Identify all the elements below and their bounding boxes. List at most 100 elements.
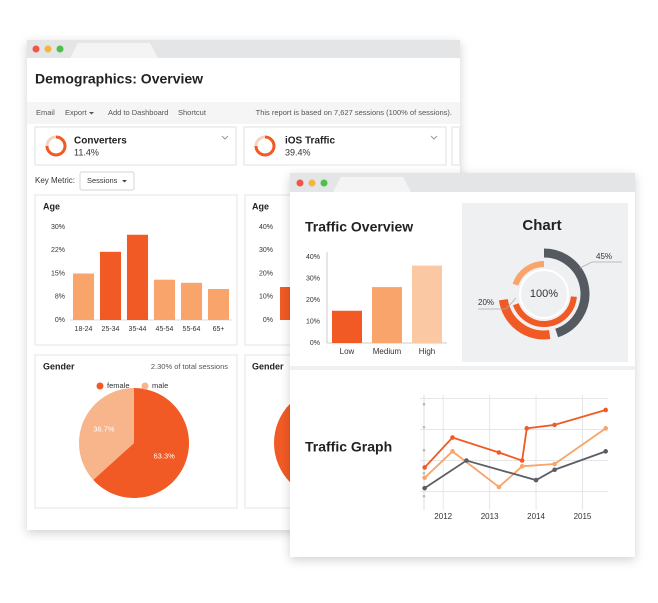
x-tick-label: 65+ <box>213 326 225 333</box>
toolbar <box>27 102 460 124</box>
pie-slice <box>79 388 134 480</box>
pie-slice <box>93 388 190 498</box>
x-tick-label: 35-44 <box>129 326 147 333</box>
series-point <box>496 484 502 490</box>
tab <box>70 43 158 58</box>
series-point <box>603 449 608 454</box>
series-point <box>524 426 530 431</box>
x-tick-label: 2012 <box>434 512 452 521</box>
legend-label: female <box>107 381 130 390</box>
donut-decor <box>498 298 551 340</box>
front-window: Traffic Overview Chart Traffic Graph 0% 1… <box>290 173 635 557</box>
card-label: iOS Traffic <box>285 136 335 147</box>
panel-title: Chart <box>522 217 561 234</box>
close-dot[interactable] <box>32 45 40 53</box>
y-tick-label: 22% <box>51 247 65 254</box>
x-tick-label: High <box>419 347 435 356</box>
axis-dot <box>422 402 426 406</box>
maximize-dot[interactable] <box>320 179 328 187</box>
x-tick-label: 18-24 <box>75 326 93 333</box>
bar <box>72 273 95 320</box>
slice-label: 63.3% <box>154 451 176 460</box>
series-point <box>464 458 469 463</box>
series-point <box>496 450 502 455</box>
card[interactable] <box>34 126 237 166</box>
dropdown-arrow <box>89 112 94 115</box>
y-tick-label: 40% <box>306 254 320 261</box>
bar <box>153 279 176 320</box>
segment-label: 45% <box>596 252 612 261</box>
x-tick-label: 45-54 <box>156 326 174 333</box>
bar <box>372 287 402 343</box>
axis-dot <box>422 471 426 475</box>
donut-center-label: 100% <box>530 288 558 300</box>
card-label: Converters <box>74 136 127 147</box>
axis-dot <box>422 425 426 429</box>
series-point <box>519 464 525 469</box>
x-tick-label: 2014 <box>527 512 545 521</box>
leader-line <box>579 261 622 269</box>
series-point <box>422 485 427 491</box>
x-tick-label: 2013 <box>481 512 499 521</box>
leader-line <box>478 297 517 310</box>
segment-label: 20% <box>478 298 494 307</box>
donut-decor <box>512 296 577 327</box>
key-metric-label: Key Metric: <box>35 176 75 185</box>
page-title: Demographics: Overview <box>35 71 203 87</box>
close-dot[interactable] <box>296 179 304 187</box>
dropdown[interactable] <box>79 171 135 191</box>
bar <box>412 265 442 343</box>
dropdown-arrow <box>122 180 127 183</box>
card-ring-arc <box>254 135 276 157</box>
y-tick-label: 30% <box>306 275 320 282</box>
series-point <box>422 465 427 470</box>
partial-bar <box>280 287 292 320</box>
report-note: This report is based on 7,627 sessions (… <box>256 108 452 117</box>
dropdown-value: Sessions <box>87 176 118 185</box>
x-tick-label: Medium <box>373 347 402 356</box>
bar <box>207 289 230 320</box>
y-tick-label: 20% <box>306 297 320 304</box>
panel-title: Age <box>43 201 60 211</box>
minimize-dot[interactable] <box>44 45 52 53</box>
card[interactable] <box>451 126 461 166</box>
axis-dot <box>422 494 426 498</box>
toolbar-button[interactable]: Email <box>36 108 55 117</box>
panel-title: Traffic Overview <box>305 219 413 235</box>
y-tick-label: 30% <box>259 247 273 254</box>
legend-label: male <box>152 381 168 390</box>
divider <box>290 366 635 370</box>
tab <box>333 177 411 192</box>
maximize-dot[interactable] <box>56 45 64 53</box>
y-tick-label: 8% <box>55 294 65 301</box>
series-point <box>603 407 608 413</box>
y-tick-label: 0% <box>55 317 65 324</box>
y-tick-label: 10% <box>259 294 273 301</box>
panel-title: Gender <box>43 361 75 371</box>
series-point <box>603 426 608 431</box>
x-tick-label: 55-64 <box>183 326 201 333</box>
toolbar-button[interactable]: Shortcut <box>178 108 207 117</box>
bar <box>99 251 122 320</box>
series-point <box>552 467 557 473</box>
x-tick-label: 2015 <box>574 512 592 521</box>
card[interactable] <box>243 126 447 166</box>
chevron <box>221 135 229 140</box>
bar <box>332 310 362 343</box>
legend-marker <box>141 382 149 390</box>
series-point <box>450 449 455 454</box>
x-tick-label: 25-34 <box>102 326 120 333</box>
y-tick-label: 0% <box>263 317 273 324</box>
card-value: 11.4% <box>74 147 99 157</box>
card-value: 39.4% <box>285 147 311 157</box>
y-tick-label: 15% <box>51 270 65 277</box>
donut-track <box>519 269 569 319</box>
axis-dot <box>422 448 426 452</box>
toolbar-button[interactable]: Add to Dashboard <box>108 108 168 117</box>
series-point <box>552 422 557 428</box>
toolbar-button[interactable]: Export <box>65 108 88 117</box>
chevron <box>430 135 438 140</box>
minimize-dot[interactable] <box>308 179 316 187</box>
